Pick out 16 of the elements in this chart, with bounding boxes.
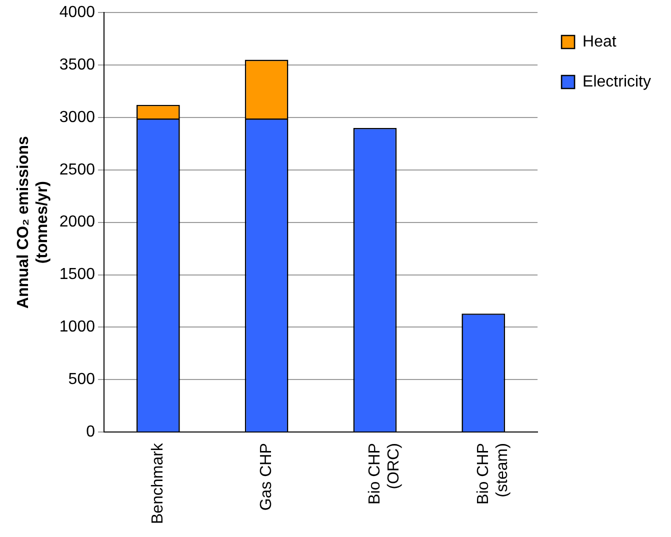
y-tick-label: 3500 (59, 56, 96, 74)
x-tick-label: Bio CHP (steam) (474, 443, 511, 504)
y-tick-label: 500 (68, 371, 96, 388)
y-tick-label: 2000 (59, 214, 96, 231)
legend-label: Heat (582, 33, 617, 50)
y-tick-label: 0 (86, 423, 96, 440)
y-tick-label: 1000 (59, 318, 96, 336)
y-tick-label: 2500 (59, 161, 96, 178)
x-tick-label: Benchmark (150, 442, 167, 524)
y-tick-label: 4000 (59, 4, 96, 22)
x-tick-label: Bio CHP (ORC) (366, 443, 403, 504)
y-axis-title: Annual CO₂ emissions (tonnes/yr) (15, 136, 52, 309)
legend-label: Electricity (582, 73, 651, 90)
y-tick-label: 1500 (59, 266, 96, 284)
x-tick-label: Gas CHP (258, 443, 275, 511)
y-tick-label: 3000 (59, 108, 96, 126)
